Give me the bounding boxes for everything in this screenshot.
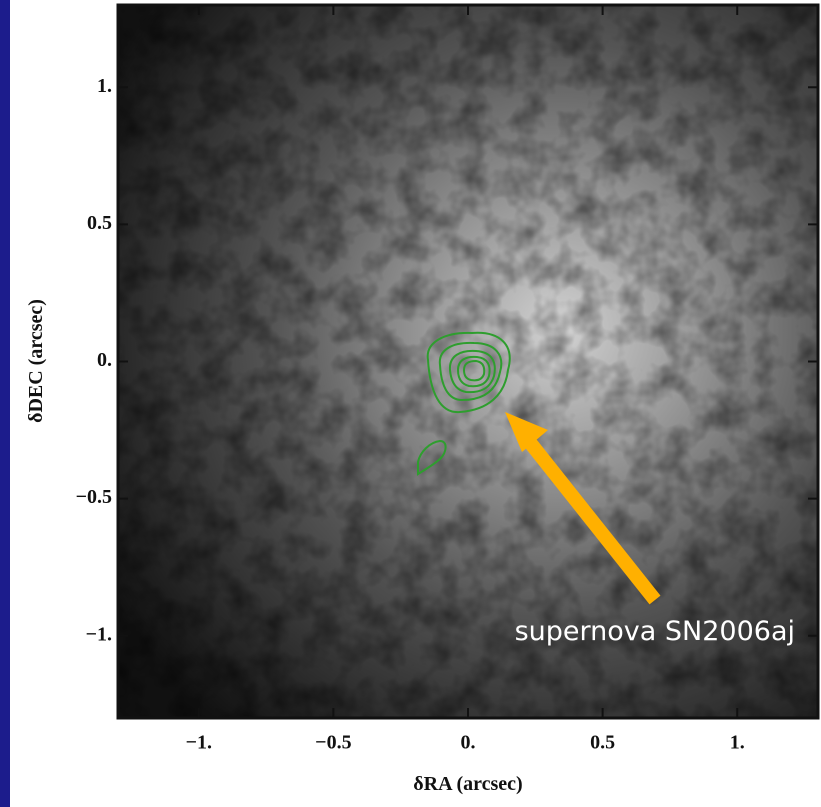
y-tick-label: 0.5: [87, 212, 112, 234]
contour: [438, 341, 503, 402]
arrow-shaft: [522, 435, 661, 605]
x-tick-label: 0.5: [590, 732, 615, 754]
annotation: supernova SN2006aj: [515, 616, 795, 647]
x-axis-label: δRA (arcsec): [413, 773, 522, 795]
x-tick-label: 0.: [461, 732, 476, 754]
contour: [462, 359, 486, 382]
x-tick-label: −1.: [186, 732, 212, 754]
contour: [426, 331, 511, 414]
contours: [417, 331, 511, 476]
y-tick-label: 1.: [97, 75, 112, 97]
contour: [456, 355, 491, 388]
arrow: [505, 412, 661, 605]
y-tick-label: −0.5: [76, 486, 112, 508]
x-tick-label: 1.: [730, 732, 745, 754]
x-tick-label: −0.5: [315, 732, 351, 754]
contour: [448, 349, 496, 394]
contour: [417, 439, 447, 476]
arrow-head: [505, 412, 548, 452]
y-axis-label: δDEC (arcsec): [25, 299, 47, 423]
y-tick-label: 0.: [97, 349, 112, 371]
y-tick-label: −1.: [86, 623, 112, 645]
slide-edge: [0, 0, 10, 807]
